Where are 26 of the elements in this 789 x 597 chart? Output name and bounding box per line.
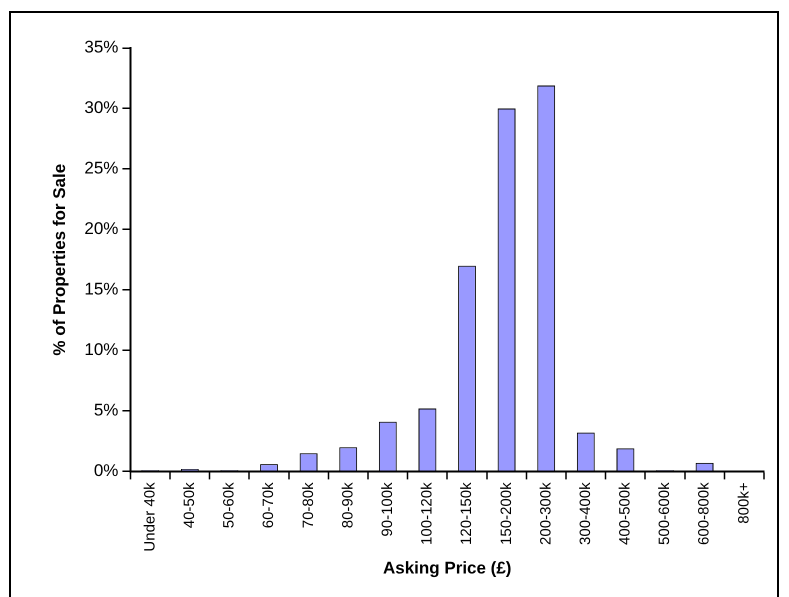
x-tick-label: Under 40k (141, 482, 158, 552)
y-tick-label: 10% (84, 340, 118, 360)
x-tick-label: 40-50k (180, 482, 198, 528)
x-axis-title: Asking Price (£) (382, 558, 512, 578)
y-tick-label: 15% (84, 280, 118, 299)
x-tick-label: 800k+ (735, 482, 752, 524)
x-tick-label: 80-90k (339, 482, 356, 528)
x-tick-label: 60-70k (260, 482, 278, 528)
y-axis-title: % of Properties for Sale (50, 164, 69, 356)
x-tick-label: 400-500k (616, 482, 634, 545)
x-tick-label: 150-200k (498, 482, 515, 545)
x-tick-label: 200-300k (537, 482, 554, 545)
x-tick-label: 70-80k (300, 482, 317, 528)
x-tick-label: 100-120k (418, 482, 436, 545)
y-tick-label: 35% (84, 38, 118, 57)
y-tick-label: 5% (94, 400, 118, 420)
x-tick-label: 500-600k (656, 482, 674, 545)
x-tick-label: 300-400k (576, 482, 594, 545)
y-tick-label: 30% (84, 98, 118, 118)
y-tick-label: 0% (94, 461, 118, 480)
x-tick-label: 120-150k (458, 482, 476, 545)
y-tick-label: 20% (84, 219, 118, 238)
x-tick-label: 90-100k (378, 482, 396, 537)
x-tick-label: 600-800k (696, 482, 713, 545)
x-tick-label: 50-60k (220, 482, 238, 528)
y-tick-label: 25% (84, 158, 118, 178)
